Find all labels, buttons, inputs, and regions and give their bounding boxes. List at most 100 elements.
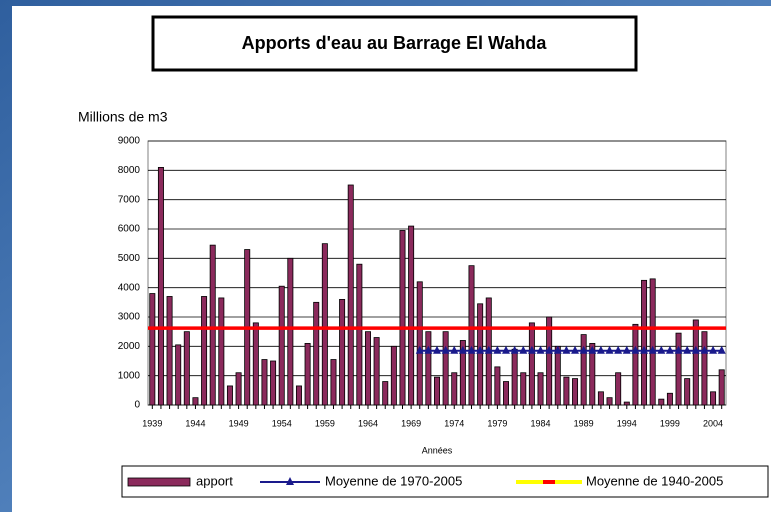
bar: [692, 319, 699, 406]
y-tick-label: 5000: [118, 253, 141, 264]
y-tick-label: 0: [134, 400, 140, 411]
bar: [382, 381, 389, 406]
bar: [511, 348, 518, 406]
chart-title: Apports d'eau au Barrage El Wahda: [242, 33, 548, 53]
x-tick-label: 1939: [142, 418, 162, 428]
legend-label: Moyenne de 1970-2005: [325, 473, 462, 488]
y-tick-label: 8000: [118, 165, 141, 176]
marker: [553, 345, 562, 354]
marker: [657, 345, 666, 354]
bar: [192, 397, 199, 406]
x-tick-label: 1949: [229, 418, 249, 428]
bar: [157, 166, 164, 406]
bar: [218, 297, 225, 406]
bar: [304, 342, 311, 406]
bar: [468, 265, 475, 406]
x-tick-label: 1994: [617, 418, 637, 428]
x-tick-label: 1979: [487, 418, 507, 428]
y-tick-label: 2000: [118, 341, 141, 352]
y-tick-label: 7000: [118, 194, 141, 205]
bar: [390, 345, 397, 406]
marker: [458, 345, 467, 354]
marker: [665, 345, 674, 354]
marker: [415, 345, 424, 354]
marker: [441, 345, 450, 354]
marker: [450, 345, 459, 354]
bar: [442, 331, 449, 406]
bar: [597, 391, 604, 406]
marker: [519, 345, 528, 354]
x-tick-label: 1959: [315, 418, 335, 428]
marker: [467, 345, 476, 354]
bar: [183, 331, 190, 406]
y-axis-label: Millions de m3: [78, 109, 168, 125]
marker: [502, 345, 511, 354]
bar: [408, 225, 415, 406]
marker: [545, 345, 554, 354]
legend-label: apport: [196, 473, 233, 488]
bar: [149, 293, 156, 406]
bar: [684, 378, 691, 406]
bar: [425, 331, 432, 406]
marker: [596, 345, 605, 354]
bar: [572, 378, 579, 406]
marker: [536, 345, 545, 354]
x-tick-label: 1999: [660, 418, 680, 428]
bar: [209, 244, 216, 406]
bar: [313, 301, 320, 406]
marker: [527, 345, 536, 354]
x-tick-label: 1964: [358, 418, 378, 428]
marker: [605, 345, 614, 354]
marker: [717, 345, 726, 354]
bar: [295, 385, 302, 406]
bar: [356, 263, 363, 406]
marker: [631, 345, 640, 354]
x-tick-label: 1969: [401, 418, 421, 428]
bar: [339, 298, 346, 406]
x-tick-label: 2004: [703, 418, 723, 428]
y-tick-label: 4000: [118, 282, 141, 293]
bar: [623, 401, 630, 406]
x-tick-label: 1974: [444, 418, 464, 428]
marker: [709, 345, 718, 354]
marker: [640, 345, 649, 354]
bar: [494, 366, 501, 406]
marker: [493, 345, 502, 354]
bar: [459, 340, 466, 406]
y-tick-label: 3000: [118, 312, 141, 323]
bar: [477, 303, 484, 406]
bar: [252, 322, 259, 406]
bar: [649, 278, 656, 406]
marker: [614, 345, 623, 354]
marker: [683, 345, 692, 354]
y-tick-label: 9000: [118, 136, 141, 147]
bar: [537, 372, 544, 406]
marker: [588, 345, 597, 354]
bar: [321, 243, 328, 406]
marker: [622, 345, 631, 354]
bar: [373, 337, 380, 406]
marker: [562, 345, 571, 354]
bar: [503, 381, 510, 406]
legend-label: Moyenne de 1940-2005: [586, 473, 723, 488]
bar: [434, 376, 440, 406]
bar: [330, 359, 337, 406]
bar: [701, 331, 708, 406]
marker: [433, 345, 441, 354]
bar: [589, 342, 596, 406]
bar: [287, 257, 294, 406]
bar: [175, 344, 182, 406]
bar: [347, 184, 354, 406]
panel: [12, 6, 771, 512]
bar: [235, 372, 242, 406]
bar: [641, 279, 648, 406]
marker: [648, 345, 657, 354]
bar: [451, 372, 458, 406]
bar: [528, 322, 535, 406]
bar: [675, 332, 682, 406]
legend-swatch: [127, 477, 191, 487]
x-tick-label: 1944: [185, 418, 205, 428]
marker: [691, 345, 700, 354]
bar: [166, 296, 173, 406]
legend-marker: [286, 477, 294, 485]
